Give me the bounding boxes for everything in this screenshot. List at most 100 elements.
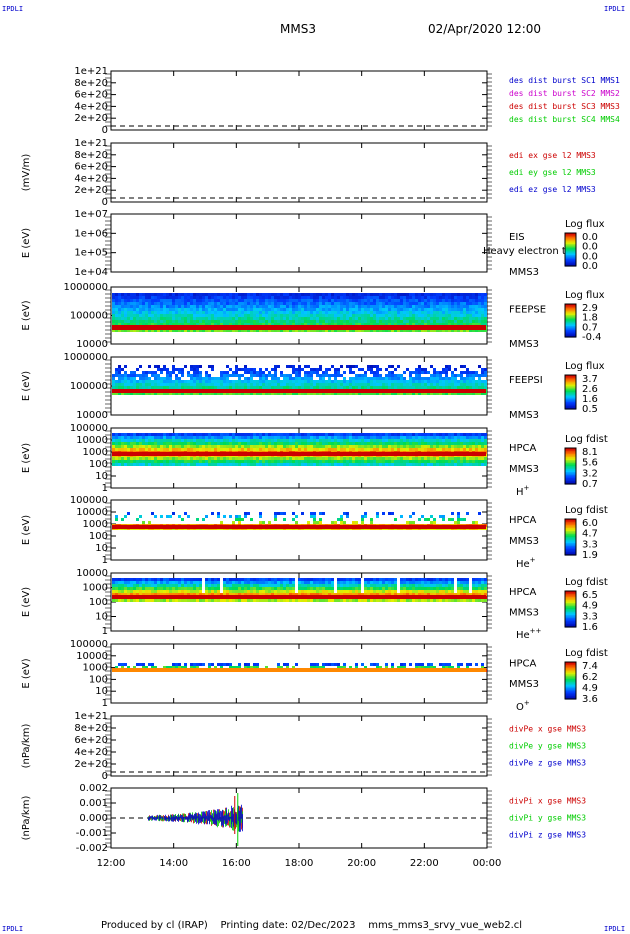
colorbar-tick-label: 4.7 <box>582 529 598 540</box>
spectrogram-cell <box>118 386 121 389</box>
spectrogram-cell <box>424 320 427 323</box>
spectrogram-cell <box>415 463 418 466</box>
spectrogram-cell <box>256 299 259 302</box>
spectrogram-cell <box>142 311 145 314</box>
spectrogram-cell <box>355 521 358 524</box>
spectrogram-cell <box>388 311 391 314</box>
spectrogram-cell <box>442 296 445 299</box>
spectrogram-cell <box>412 293 415 296</box>
spectrogram-cell <box>346 386 349 389</box>
spectrogram-cell <box>412 320 415 323</box>
spectrogram-cell <box>157 386 160 389</box>
spectrogram-cell <box>412 380 415 383</box>
spectrogram-cell <box>469 445 472 448</box>
spectrogram-cell <box>241 305 244 308</box>
spectrogram-cell <box>256 311 259 314</box>
spectrogram-cell <box>469 302 472 305</box>
spectrogram-cell <box>361 442 364 445</box>
spectrogram-cell <box>154 329 157 332</box>
spectrogram-cell <box>376 380 379 383</box>
spectrogram-cell <box>391 314 394 317</box>
spectrogram-cell <box>262 296 265 299</box>
spectrogram-cell <box>298 320 301 323</box>
spectrogram-cell <box>433 314 436 317</box>
spectrogram-cell <box>385 299 388 302</box>
spectrogram-cell <box>325 448 328 451</box>
spectrogram-cell <box>112 329 115 332</box>
spectrogram-cell <box>259 305 262 308</box>
spectrogram-cell <box>358 308 361 311</box>
spectrogram-cell <box>169 311 172 314</box>
spectrogram-cell <box>337 329 340 332</box>
spectrogram-cell <box>163 317 166 320</box>
spectrogram-cell <box>124 305 127 308</box>
spectrogram-cell <box>451 311 454 314</box>
spectrogram-cell <box>223 305 226 308</box>
spectrogram-cell <box>130 317 133 320</box>
spectrogram-cell <box>454 521 457 524</box>
spectrogram-cell <box>469 386 472 389</box>
spectrogram-cell <box>220 296 223 299</box>
spectrogram-cell <box>112 386 115 389</box>
spectrogram-cell <box>319 368 322 371</box>
spectrogram-cell <box>307 442 310 445</box>
spectrogram-cell <box>397 320 400 323</box>
spectrogram-cell <box>316 436 319 439</box>
spectrogram-cell <box>460 518 463 521</box>
spectrogram-cell <box>448 314 451 317</box>
spectrogram-cell <box>307 299 310 302</box>
spectrogram-cell <box>145 299 148 302</box>
spectrogram-cell <box>343 305 346 308</box>
spectrogram-cell <box>172 302 175 305</box>
spectrogram-cell <box>448 368 451 371</box>
spectrogram-cell <box>439 392 442 395</box>
spectrogram-cell <box>412 436 415 439</box>
spectrogram-cell <box>133 320 136 323</box>
spectrogram-cell <box>475 374 478 377</box>
spectrogram-cell <box>202 386 205 389</box>
spectrogram-cell <box>484 329 487 332</box>
spectrogram-cell <box>358 439 361 442</box>
spectrogram-cell <box>292 371 295 374</box>
spectrogram-cell <box>403 302 406 305</box>
spectrogram-cell <box>196 296 199 299</box>
spectrogram-cell <box>319 374 322 377</box>
spectrogram-cell <box>241 439 244 442</box>
spectrogram-cell <box>175 457 178 460</box>
spectrogram-cell <box>244 392 247 395</box>
spectrogram-cell <box>394 296 397 299</box>
spectrogram-cell <box>433 518 436 521</box>
spectrogram-cell <box>400 374 403 377</box>
spectrogram-cell <box>169 460 172 463</box>
spectrogram-cell <box>319 512 322 515</box>
instrument-label: FEEPSE <box>509 305 546 316</box>
spectrogram-cell <box>196 448 199 451</box>
spectrogram-cell <box>298 439 301 442</box>
spectrogram-cell <box>190 392 193 395</box>
header-datetime: 02/Apr/2020 12:00 <box>428 22 542 36</box>
spectrogram-cell <box>334 371 337 374</box>
spectrogram-cell <box>358 380 361 383</box>
spectrogram-cell <box>307 314 310 317</box>
spectrogram-cell <box>190 457 193 460</box>
spectrogram-cell <box>445 439 448 442</box>
spectrogram-cell <box>241 436 244 439</box>
spectrogram-cell <box>475 371 478 374</box>
spectrogram-cell <box>343 293 346 296</box>
spectrogram-cell <box>382 433 385 436</box>
spectrogram-cell <box>238 521 241 524</box>
colorbar-step <box>565 544 576 547</box>
spectrogram-cell <box>328 314 331 317</box>
spectrogram-cell <box>442 383 445 386</box>
spectrogram-cell <box>283 439 286 442</box>
spectrogram-cell <box>472 377 475 380</box>
spectrogram-cell <box>226 329 229 332</box>
colorbar-tick-label: 3.2 <box>582 468 598 479</box>
spectrogram-cell <box>193 386 196 389</box>
spectrogram-cell <box>313 386 316 389</box>
spectrogram-cell <box>460 377 463 380</box>
spectrogram-cell <box>139 311 142 314</box>
spectrogram-band <box>112 325 486 330</box>
spectrogram-cell <box>319 383 322 386</box>
spectrogram-cell <box>463 445 466 448</box>
